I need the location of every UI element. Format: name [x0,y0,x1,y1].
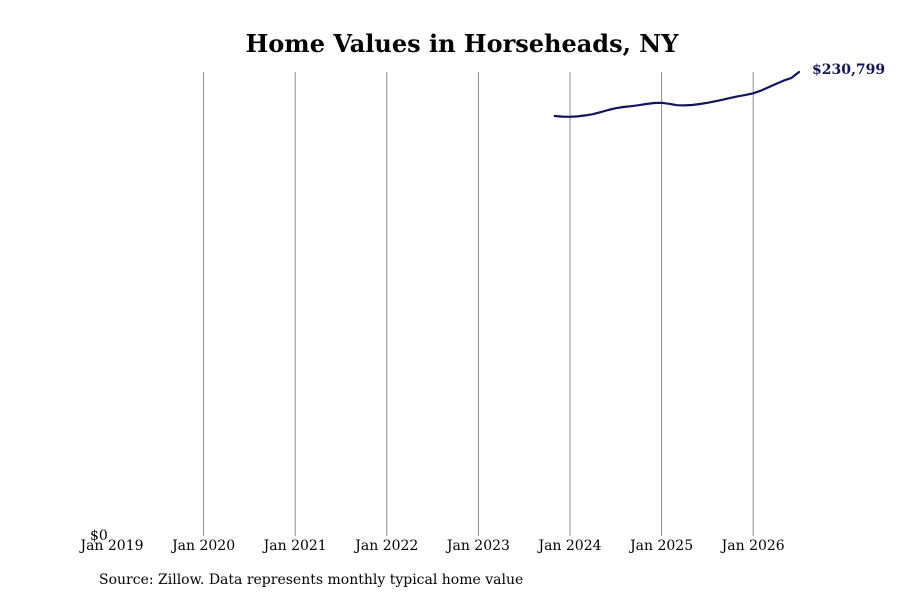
x-tick-label: Jan 2020 [170,538,235,554]
x-tick-label: Jan 2021 [262,538,327,554]
y-tick-label: $0 [90,528,108,544]
x-axis-ticks: Jan 2019 Jan 2020 Jan 2021 Jan 2022 Jan 2023… [78,538,784,554]
grid-lines [203,72,754,536]
x-tick-label: Jan 2026 [720,538,785,554]
chart-title: Home Values in Horseheads, NY [246,29,680,58]
x-tick-label: Jan 2025 [628,538,693,554]
x-tick-label: Jan 2023 [445,538,510,554]
x-tick-label: Jan 2022 [353,538,418,554]
x-tick-label: Jan 2024 [536,538,601,554]
end-value-label: $230,799 [812,62,885,78]
y-axis-ticks: $0 [90,528,108,544]
series-layer [553,70,801,118]
series-line [553,70,801,118]
source-note: Source: Zillow. Data represents monthly … [99,572,524,588]
x-tick-label: Jan 2019 [78,538,143,554]
